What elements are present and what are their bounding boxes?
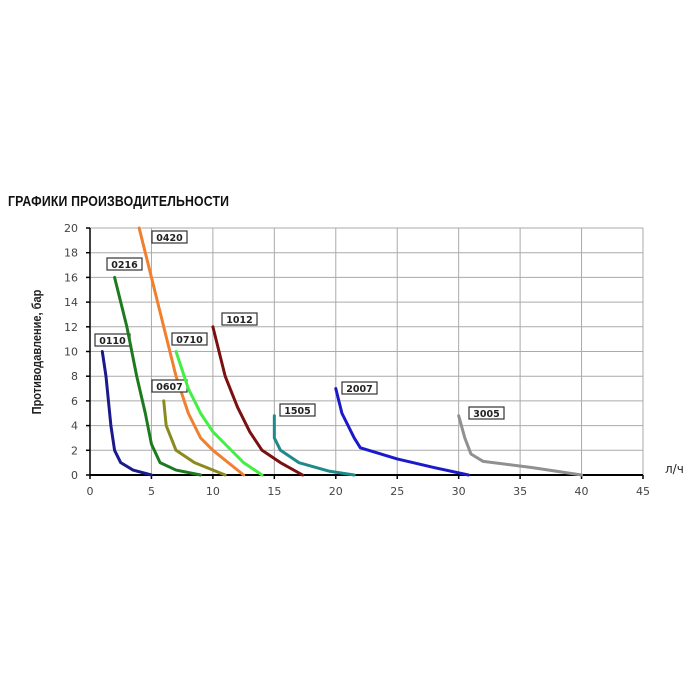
y-tick-label: 20	[64, 222, 78, 235]
y-tick-label: 18	[64, 247, 78, 260]
series-label-box-0420	[151, 230, 188, 244]
y-tick-label: 4	[71, 420, 78, 433]
series-line-0110	[100, 350, 153, 477]
series-label-0710: 0710	[176, 335, 203, 346]
x-tick-label: 35	[513, 485, 527, 498]
series-label-box-1505	[279, 403, 316, 417]
series-line-1505	[272, 414, 356, 477]
y-tick-label: 6	[71, 395, 78, 408]
series-line-3005	[457, 414, 584, 477]
x-tick-label: 15	[267, 485, 281, 498]
series-label-2007: 2007	[346, 384, 372, 395]
series-label-box-2007	[341, 381, 378, 395]
series-label-1505: 1505	[284, 406, 310, 417]
series-label-0110: 0110	[99, 336, 126, 347]
series-line-0216	[113, 275, 203, 477]
series-label-0420: 0420	[156, 233, 183, 244]
series-label-3005: 3005	[473, 409, 499, 420]
y-tick-label: 14	[64, 296, 78, 309]
series-label-box-1012	[221, 312, 258, 326]
series-line-0607	[162, 399, 227, 477]
x-tick-label: 10	[206, 485, 220, 498]
x-tick-label: 0	[87, 485, 94, 498]
series-label-box-0710	[171, 332, 208, 346]
y-tick-label: 8	[71, 370, 78, 383]
y-tick-label: 2	[71, 444, 78, 457]
x-tick-label: 40	[575, 485, 589, 498]
x-tick-label: 45	[636, 485, 650, 498]
x-tick-label: 30	[452, 485, 466, 498]
y-axis-label: Противодавление, бар	[29, 290, 44, 415]
x-tick-label: 20	[329, 485, 343, 498]
y-tick-label: 10	[64, 346, 78, 359]
x-tick-label: 25	[390, 485, 404, 498]
series-line-0710	[174, 350, 264, 477]
series-label-0607: 0607	[156, 382, 182, 393]
x-tick-label: 5	[148, 485, 155, 498]
series-label-1012: 1012	[226, 315, 252, 326]
chart-title: ГРАФИКИ ПРОИЗВОДИТЕЛЬНОСТИ	[8, 193, 230, 210]
series-line-1012	[211, 325, 305, 477]
series-line-0420	[137, 226, 246, 477]
x-axis-label: л/ч	[665, 462, 684, 476]
series-label-box-3005	[468, 406, 505, 420]
series-line-2007	[334, 387, 470, 477]
series-label-box-0216	[106, 257, 143, 271]
y-tick-label: 16	[64, 271, 78, 284]
y-tick-label: 12	[64, 321, 78, 334]
series-label-0216: 0216	[111, 260, 138, 271]
y-tick-label: 0	[71, 469, 78, 482]
